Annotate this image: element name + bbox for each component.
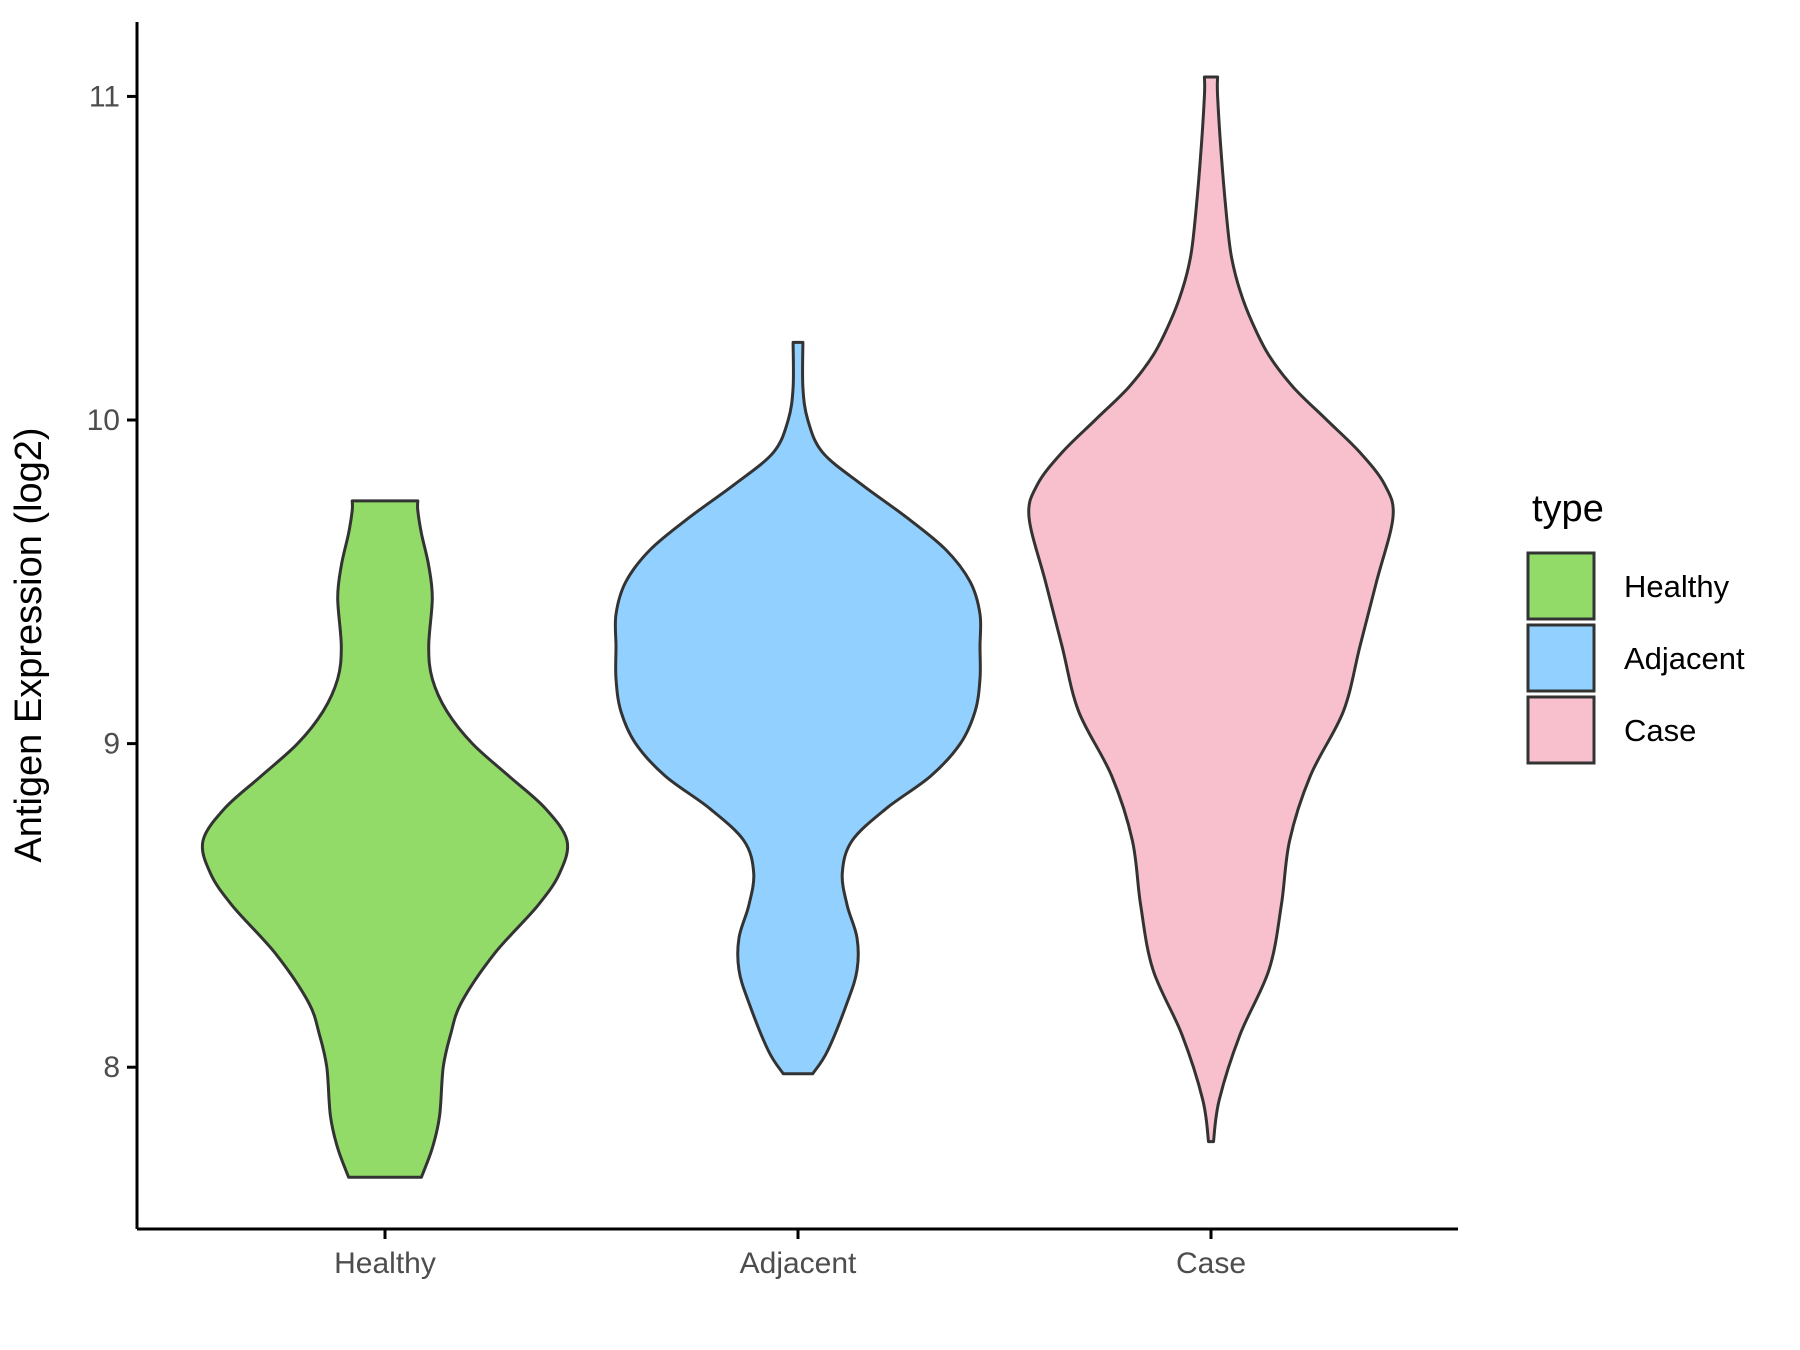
legend-label-adjacent: Adjacent	[1624, 641, 1745, 676]
x-tick-label: Adjacent	[740, 1247, 857, 1280]
legend-label-case: Case	[1624, 713, 1696, 748]
legend-swatch-healthy	[1526, 551, 1596, 621]
x-tick-label: Case	[1176, 1247, 1246, 1280]
y-axis-title: Antigen Expression (log2)	[8, 427, 50, 862]
violin-adjacent	[613, 340, 983, 1076]
violin-case	[1027, 75, 1395, 1144]
legend-swatch-case	[1526, 695, 1596, 765]
legend-swatch-adjacent	[1526, 623, 1596, 693]
legend: type Healthy Adjacent Case	[1526, 488, 1745, 765]
y-tick-label: 11	[89, 80, 120, 113]
violin-layer	[200, 75, 1395, 1179]
y-tick-label: 10	[87, 404, 120, 437]
violin-healthy	[200, 499, 570, 1179]
x-tick-group: Healthy Adjacent Case	[334, 1229, 1246, 1280]
y-tick-label: 8	[103, 1051, 120, 1084]
y-tick-label: 9	[103, 728, 120, 761]
x-tick-label: Healthy	[334, 1247, 436, 1280]
legend-title: type	[1532, 488, 1604, 530]
legend-label-healthy: Healthy	[1624, 569, 1730, 604]
y-tick-group: 8 9 10 11	[87, 80, 137, 1084]
